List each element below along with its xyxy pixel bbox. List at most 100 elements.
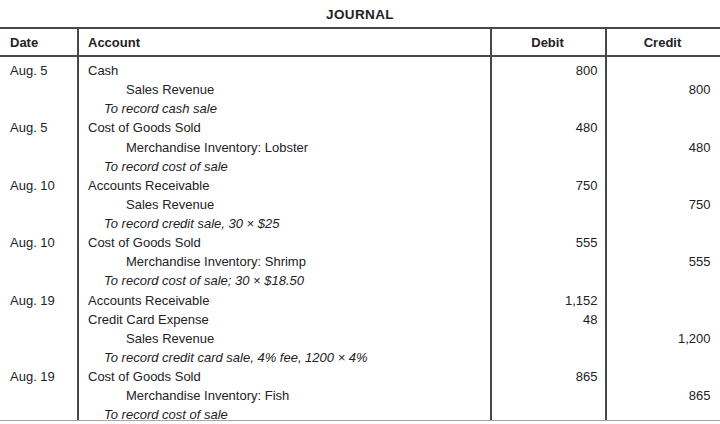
memo-line: To record credit card sale, 4% fee, 1200… <box>77 348 490 367</box>
debit-amount <box>490 138 605 157</box>
journal-entry: Aug. 10 Cost of Goods Sold Merchandise I… <box>0 233 720 290</box>
entry-date-cell: Aug. 10 <box>0 176 77 233</box>
entry-account-cell: Accounts Receivable Credit Card Expense … <box>77 291 490 368</box>
credit-amount <box>605 99 720 118</box>
debit-amount <box>490 80 605 99</box>
debit-amount <box>490 405 605 424</box>
entry-date: Aug. 5 <box>10 61 77 80</box>
credit-amount <box>605 271 720 290</box>
header-debit: Debit <box>490 35 605 50</box>
header-account: Account <box>77 35 490 50</box>
credit-amount <box>605 291 720 310</box>
debit-amount: 865 <box>490 367 605 386</box>
entry-date-cell: Aug. 19 <box>0 367 77 424</box>
debit-amount <box>490 271 605 290</box>
entry-date: Aug. 5 <box>10 118 77 137</box>
entry-date-cell: Aug. 10 <box>0 233 77 290</box>
table-header-row: Date Account Debit Credit <box>0 29 720 55</box>
debit-amount: 800 <box>490 61 605 80</box>
entry-debit-cell: 750 <box>490 176 605 233</box>
debit-amount <box>490 329 605 348</box>
credit-amount: 800 <box>605 80 720 99</box>
memo-line: To record cost of sale <box>77 405 490 424</box>
entry-debit-cell: 865 <box>490 367 605 424</box>
credit-amount: 1,200 <box>605 329 720 348</box>
journal-entries: Aug. 5 Cash Sales Revenue To record cash… <box>0 57 720 424</box>
debit-amount: 1,152 <box>490 291 605 310</box>
entry-credit-cell: 865 <box>605 367 720 424</box>
memo-line: To record credit sale, 30 × $25 <box>77 214 490 233</box>
entry-date: Aug. 19 <box>10 291 77 310</box>
credit-amount <box>605 348 720 367</box>
entry-credit-cell: 750 <box>605 176 720 233</box>
account-line: Cost of Goods Sold <box>77 367 490 386</box>
entry-credit-cell: 1,200 <box>605 291 720 368</box>
entry-account-cell: Cash Sales Revenue To record cash sale <box>77 61 490 118</box>
credit-amount <box>605 405 720 424</box>
account-line: Sales Revenue <box>77 195 490 214</box>
memo-line: To record cost of sale; 30 × $18.50 <box>77 271 490 290</box>
journal-entry: Aug. 10 Accounts Receivable Sales Revenu… <box>0 176 720 233</box>
account-line: Accounts Receivable <box>77 291 490 310</box>
credit-amount <box>605 367 720 386</box>
credit-amount: 555 <box>605 252 720 271</box>
journal-entry: Aug. 19 Cost of Goods Sold Merchandise I… <box>0 367 720 424</box>
account-line: Cost of Goods Sold <box>77 233 490 252</box>
debit-amount <box>490 195 605 214</box>
account-line: Merchandise Inventory: Fish <box>77 386 490 405</box>
entry-account-cell: Cost of Goods Sold Merchandise Inventory… <box>77 367 490 424</box>
header-credit: Credit <box>605 35 720 50</box>
debit-amount <box>490 348 605 367</box>
journal-entry: Aug. 5 Cash Sales Revenue To record cash… <box>0 61 720 118</box>
account-line: Merchandise Inventory: Shrimp <box>77 252 490 271</box>
credit-amount <box>605 157 720 176</box>
debit-amount: 555 <box>490 233 605 252</box>
debit-amount: 750 <box>490 176 605 195</box>
account-line: Credit Card Expense <box>77 310 490 329</box>
entry-date: Aug. 10 <box>10 176 77 195</box>
credit-amount: 750 <box>605 195 720 214</box>
debit-amount: 48 <box>490 310 605 329</box>
entry-account-cell: Cost of Goods Sold Merchandise Inventory… <box>77 233 490 290</box>
credit-amount <box>605 176 720 195</box>
debit-amount <box>490 99 605 118</box>
entry-date-cell: Aug. 5 <box>0 118 77 175</box>
credit-amount <box>605 118 720 137</box>
entry-debit-cell: 480 <box>490 118 605 175</box>
credit-amount <box>605 214 720 233</box>
debit-amount <box>490 252 605 271</box>
account-line: Cost of Goods Sold <box>77 118 490 137</box>
debit-amount <box>490 157 605 176</box>
entry-credit-cell: 800 <box>605 61 720 118</box>
entry-debit-cell: 1,152 48 <box>490 291 605 368</box>
entry-account-cell: Cost of Goods Sold Merchandise Inventory… <box>77 118 490 175</box>
entry-credit-cell: 480 <box>605 118 720 175</box>
entry-date-cell: Aug. 5 <box>0 61 77 118</box>
journal-entry: Aug. 5 Cost of Goods Sold Merchandise In… <box>0 118 720 175</box>
entry-date: Aug. 10 <box>10 233 77 252</box>
credit-amount <box>605 310 720 329</box>
account-line: Cash <box>77 61 490 80</box>
entry-date-cell: Aug. 19 <box>0 291 77 368</box>
debit-amount: 480 <box>490 118 605 137</box>
memo-line: To record cost of sale <box>77 157 490 176</box>
journal-page: JOURNAL Date Account Debit Credit Aug. 5… <box>0 0 720 424</box>
journal-entry: Aug. 19 Accounts Receivable Credit Card … <box>0 291 720 368</box>
journal-title: JOURNAL <box>0 7 720 22</box>
debit-amount <box>490 386 605 405</box>
entry-debit-cell: 800 <box>490 61 605 118</box>
memo-line: To record cash sale <box>77 99 490 118</box>
entry-credit-cell: 555 <box>605 233 720 290</box>
entry-date: Aug. 19 <box>10 367 77 386</box>
account-line: Accounts Receivable <box>77 176 490 195</box>
entry-account-cell: Accounts Receivable Sales Revenue To rec… <box>77 176 490 233</box>
account-line: Merchandise Inventory: Lobster <box>77 138 490 157</box>
credit-amount <box>605 61 720 80</box>
account-line: Sales Revenue <box>77 80 490 99</box>
credit-amount <box>605 233 720 252</box>
credit-amount: 865 <box>605 386 720 405</box>
account-line: Sales Revenue <box>77 329 490 348</box>
entry-debit-cell: 555 <box>490 233 605 290</box>
header-date: Date <box>0 35 77 50</box>
credit-amount: 480 <box>605 138 720 157</box>
